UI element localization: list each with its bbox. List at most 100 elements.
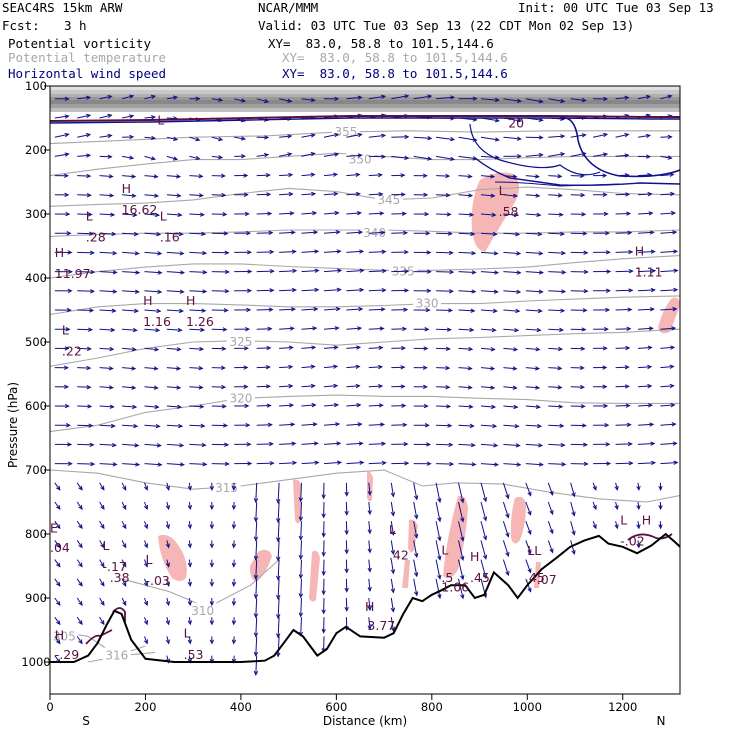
field-name-theta: Potential temperature (8, 50, 167, 65)
wind-vector (458, 424, 474, 427)
wind-arrowhead (266, 192, 272, 197)
wind-arrowhead (64, 114, 70, 119)
pv-label: LL (527, 543, 541, 558)
wind-arrowhead (414, 514, 419, 520)
wind-vector (436, 96, 455, 100)
wind-vector (122, 367, 136, 370)
wind-arrowhead (63, 365, 69, 370)
wind-arrowhead (390, 492, 396, 498)
wind-vector (189, 367, 203, 369)
wind-arrowhead (512, 193, 519, 198)
wind-arrowhead (672, 306, 678, 312)
wind-arrowhead (390, 511, 396, 517)
y-tick-label: 600 (25, 399, 47, 413)
wind-arrowhead (557, 385, 563, 390)
wind-vector (301, 231, 318, 234)
wind-vector (144, 597, 148, 606)
wind-vector (99, 463, 117, 465)
wind-vector (99, 134, 112, 138)
wind-vector (122, 386, 136, 389)
wind-arrowhead (153, 174, 159, 179)
pv-label: 16.62 (122, 202, 158, 217)
wind-vector (480, 328, 496, 331)
wind-vector (323, 193, 338, 196)
wind-arrowhead (468, 346, 474, 352)
wind-vector (368, 308, 385, 311)
wind-vector (99, 424, 115, 427)
wind-vector (458, 578, 464, 599)
wind-vector (189, 155, 200, 160)
wind-vector (346, 462, 364, 465)
wind-arrowhead (263, 153, 270, 158)
pv-label: 1.26 (186, 314, 214, 329)
wind-vector (615, 213, 631, 215)
wind-arrowhead (380, 422, 386, 427)
header-org: NCAR/MMM (258, 0, 319, 15)
wind-arrowhead (401, 211, 407, 216)
wind-vector (503, 194, 517, 197)
wind-vector (211, 155, 223, 159)
wind-vector (458, 501, 464, 522)
wind-vector (277, 482, 280, 503)
wind-arrowhead (217, 136, 224, 142)
wind-arrowhead (448, 250, 454, 256)
wind-arrowhead (628, 249, 634, 255)
wind-vector (277, 617, 280, 638)
wind-vector (368, 174, 382, 177)
wind-arrowhead (155, 423, 161, 429)
wind-vector (122, 251, 139, 254)
pv-label: L (103, 538, 110, 553)
theta-label-bg (374, 191, 403, 206)
theta-label-bg (50, 628, 79, 643)
pv-label: -.03 (146, 573, 170, 588)
wind-vector (279, 308, 295, 311)
wind-arrowhead (276, 614, 281, 620)
wind-arrowhead (538, 117, 544, 122)
wind-arrowhead (647, 345, 653, 350)
wind-arrowhead (202, 462, 208, 467)
pv-label: L (441, 543, 448, 558)
wind-arrowhead (244, 403, 250, 409)
wind-arrowhead (505, 494, 510, 500)
wind-arrowhead (134, 308, 140, 314)
terrain-surface (50, 532, 680, 663)
wind-vector (503, 443, 520, 447)
wind-vector (346, 193, 360, 196)
wind-arrowhead (143, 543, 148, 549)
wind-vector (570, 482, 575, 497)
wind-arrowhead (56, 581, 61, 587)
wind-vector (301, 385, 315, 388)
wind-arrowhead (673, 287, 679, 293)
wind-arrowhead (651, 460, 657, 466)
wind-arrowhead (165, 600, 170, 607)
wind-vector (548, 405, 563, 408)
wind-vector (54, 501, 61, 510)
wind-vector (435, 521, 441, 541)
wind-arrowhead (344, 491, 349, 497)
wind-vector (189, 328, 205, 331)
wind-vector (166, 328, 182, 331)
wind-arrowhead (538, 152, 544, 158)
wind-arrowhead (650, 441, 656, 446)
wind-arrowhead (535, 347, 541, 352)
wind-vector (301, 423, 317, 426)
wind-vector (144, 290, 162, 293)
pv-label: H (365, 599, 374, 614)
wind-arrowhead (468, 404, 474, 409)
wind-vector (615, 154, 629, 157)
wind-arrowhead (355, 172, 361, 178)
wind-arrowhead (625, 192, 631, 197)
wind-arrowhead (624, 153, 630, 158)
wind-arrowhead (187, 524, 192, 530)
wind-arrowhead (56, 562, 61, 568)
theta-label-bg (346, 151, 375, 166)
wind-vector (122, 463, 140, 466)
wind-arrowhead (513, 404, 519, 410)
wind-vector (637, 521, 640, 529)
wind-arrowhead (505, 571, 510, 577)
wind-arrowhead (247, 461, 253, 466)
wind-arrowhead (243, 173, 249, 178)
wind-arrowhead (231, 639, 237, 645)
wind-vector (323, 133, 339, 138)
wind-vector (121, 559, 127, 567)
